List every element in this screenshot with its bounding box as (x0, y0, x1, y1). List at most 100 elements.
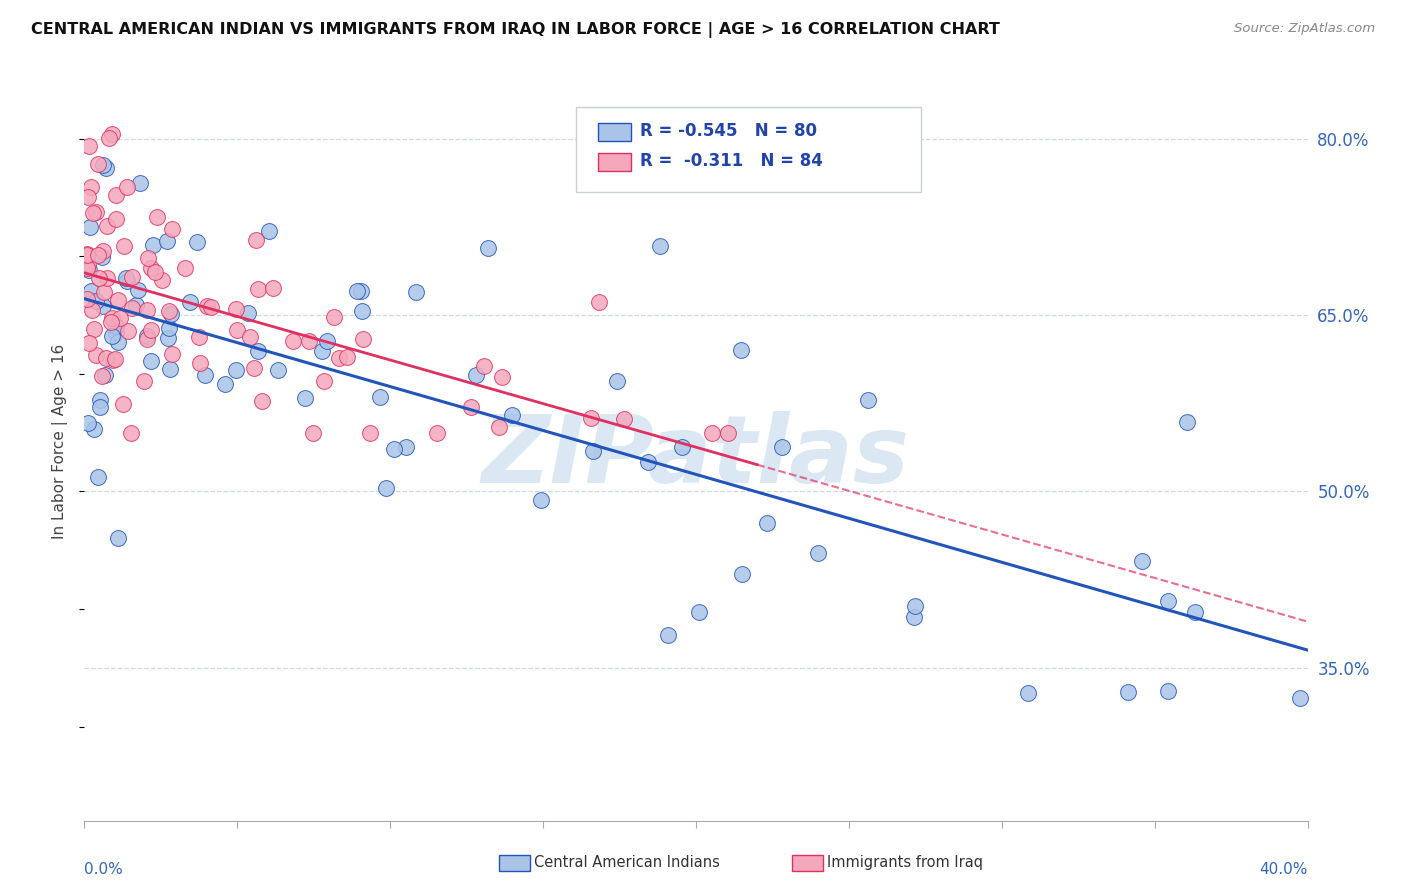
Point (770, 440, 793, 454)
Point (194, 368, 217, 382)
Point (346, 284, 368, 298)
Point (588, 295, 610, 310)
Point (121, 301, 143, 315)
Point (125, 298, 148, 312)
Point (107, 334, 129, 349)
Point (283, 334, 305, 348)
Point (76, 260, 98, 275)
Point (730, 343, 752, 358)
Point (426, 425, 449, 440)
Point (84, 348, 107, 362)
Point (188, 356, 211, 370)
Point (246, 282, 269, 296)
Point (110, 311, 132, 326)
Point (86, 204, 108, 219)
Point (87, 469, 110, 483)
Text: Source: ZipAtlas.com: Source: ZipAtlas.com (1234, 22, 1375, 36)
Point (76, 256, 98, 270)
Point (117, 324, 139, 338)
Point (250, 394, 273, 409)
Point (115, 271, 138, 285)
Point (101, 310, 124, 325)
Point (1116, 685, 1139, 699)
Point (375, 481, 398, 495)
Point (225, 363, 247, 377)
Point (472, 359, 495, 374)
Point (247, 343, 270, 358)
Point (582, 443, 605, 458)
Point (477, 241, 499, 255)
Point (136, 329, 159, 343)
Text: 0.0%: 0.0% (84, 863, 124, 878)
Text: CENTRAL AMERICAN INDIAN VS IMMIGRANTS FROM IRAQ IN LABOR FORCE | AGE > 16 CORREL: CENTRAL AMERICAN INDIAN VS IMMIGRANTS FR… (31, 22, 1000, 38)
Point (135, 303, 157, 318)
Point (657, 628, 679, 642)
Point (806, 546, 828, 560)
Point (91, 244, 114, 259)
Point (107, 531, 129, 545)
Point (83, 422, 105, 436)
Point (257, 224, 280, 238)
Text: 40.0%: 40.0% (1260, 863, 1308, 878)
Point (214, 376, 236, 391)
Point (501, 409, 523, 423)
Point (717, 425, 740, 440)
Point (87, 271, 110, 285)
Point (730, 567, 752, 582)
Point (80, 303, 103, 318)
Point (226, 323, 249, 337)
Point (143, 265, 166, 279)
Point (84, 293, 107, 308)
Point (195, 299, 218, 313)
Point (1175, 415, 1198, 429)
Point (89, 392, 111, 407)
Point (89, 401, 111, 415)
Point (104, 212, 127, 227)
Point (460, 400, 482, 414)
Point (1130, 554, 1153, 568)
Point (79, 284, 101, 298)
Text: R = -0.545   N = 80: R = -0.545 N = 80 (640, 122, 817, 140)
Y-axis label: In Labor Force | Age > 16: In Labor Force | Age > 16 (52, 344, 69, 539)
Point (336, 351, 359, 365)
Point (688, 605, 710, 619)
Point (79, 139, 101, 153)
Point (186, 235, 208, 249)
Point (76, 248, 98, 262)
Point (83, 321, 105, 335)
Point (188, 330, 211, 344)
Point (368, 390, 391, 404)
Point (755, 516, 778, 530)
Point (146, 210, 169, 224)
Point (1288, 690, 1310, 705)
Point (112, 239, 135, 253)
Point (160, 346, 183, 360)
Point (856, 392, 879, 407)
Point (105, 187, 128, 202)
Point (79, 220, 101, 235)
Point (104, 326, 127, 340)
Text: R =  -0.311   N = 84: R = -0.311 N = 84 (640, 153, 823, 170)
Point (111, 396, 134, 410)
Point (671, 440, 693, 454)
Point (613, 412, 636, 426)
Point (127, 283, 149, 297)
Point (120, 425, 142, 440)
Point (349, 284, 371, 298)
Point (382, 442, 405, 456)
Point (101, 328, 124, 343)
Point (76, 416, 98, 430)
Point (239, 329, 262, 343)
Point (86, 248, 108, 262)
Point (179, 294, 201, 309)
Point (606, 375, 628, 389)
Point (243, 360, 266, 375)
Point (530, 493, 553, 508)
Point (77, 262, 100, 277)
Point (488, 420, 510, 434)
Point (700, 425, 723, 440)
Point (100, 315, 122, 329)
Point (132, 374, 155, 388)
Point (104, 352, 127, 367)
Point (903, 610, 925, 624)
